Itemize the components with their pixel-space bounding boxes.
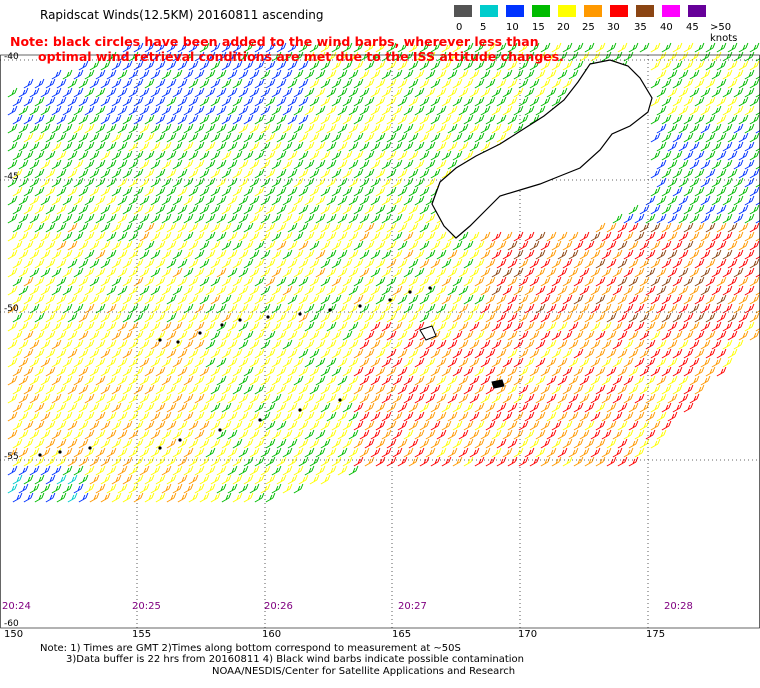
legend-swatch [506,5,524,17]
contamination-marker [266,315,270,319]
legend-label: 20 [557,22,570,33]
latitude-tick-label: -45 [4,172,19,182]
contamination-marker [238,318,242,322]
attitude-note-line-2: optimal wind retrieval conditions are me… [38,49,564,64]
legend-label: 35 [634,22,647,33]
contamination-marker [220,323,224,327]
legend-swatch [454,5,472,17]
latitude-tick-label: -55 [4,452,19,462]
legend-swatch [662,5,680,17]
time-label: 20:25 [132,601,161,612]
legend-swatch [688,5,706,17]
legend-swatch [610,5,628,17]
wind-barb-group [491,222,760,323]
credit-line: NOAA/NESDIS/Center for Satellite Applica… [212,666,516,677]
contamination-marker [338,398,342,402]
legend-label: >50 knots [710,22,738,44]
time-label: 20:28 [664,601,693,612]
wind-barb-group [7,42,760,503]
wind-barb-group [7,222,760,503]
time-label: 20:24 [2,601,31,612]
contamination-marker [258,418,262,422]
contamination-marker [298,312,302,316]
longitude-tick-label: 170 [518,629,538,640]
contamination-marker [58,450,62,454]
contamination-marker [408,290,412,294]
contamination-marker [428,286,432,290]
map-title: Rapidscat Winds(12.5KM) 20160811 ascendi… [40,8,324,22]
wind-barb-group [7,42,760,503]
legend-label: 30 [607,22,620,33]
latitude-tick-label: -60 [4,619,19,629]
wind-barb-group [7,474,78,503]
contamination-marker [358,304,362,308]
contamination-marker [298,408,302,412]
legend-swatch [558,5,576,17]
legend-swatch [532,5,550,17]
wind-barb-field [7,42,760,503]
contamination-marker [178,438,182,442]
contamination-marker [218,428,222,432]
legend-label: 10 [506,22,519,33]
legend-swatch [636,5,654,17]
longitude-tick-label: 165 [392,629,412,640]
footnote-line-1: Note: 1) Times are GMT 2)Times along bot… [40,643,461,654]
legend-label: 15 [532,22,545,33]
contamination-marker [176,340,180,344]
contamination-marker [328,308,332,312]
legend-swatch [480,5,498,17]
longitude-tick-label: 160 [262,629,282,640]
attitude-note: Note: black circles have been added to t… [10,34,564,64]
time-label: 20:26 [264,601,293,612]
latitude-tick-label: -40 [4,52,19,62]
attitude-note-line-1: Note: black circles have been added to t… [10,34,539,49]
contamination-marker [88,446,92,450]
contamination-marker [158,338,162,342]
legend-swatch [584,5,602,17]
footnote-line-2: 3)Data buffer is 22 hrs from 20160811 4)… [66,654,524,665]
wind-barb-group [353,222,760,467]
contamination-marker [388,298,392,302]
wind-speed-legend: 0 5 10 15 20 25 30 35 40 45 >50 knots [454,5,756,44]
new-zealand-south-island-outline [419,59,653,389]
longitude-tick-label: 150 [4,629,24,640]
legend-label: 45 [686,22,699,33]
legend-label: 25 [582,22,595,33]
time-label: 20:27 [398,601,427,612]
contamination-marker [38,453,42,457]
legend-label: 40 [660,22,673,33]
legend-label: 5 [480,22,487,33]
latitude-tick-label: -50 [4,304,19,314]
contamination-marker [198,331,202,335]
footnote: Note: 1) Times are GMT 2)Times along bot… [40,643,640,665]
contamination-marker [158,446,162,450]
longitude-tick-label: 175 [646,629,666,640]
legend-label: 0 [456,22,463,33]
longitude-tick-label: 155 [132,629,152,640]
